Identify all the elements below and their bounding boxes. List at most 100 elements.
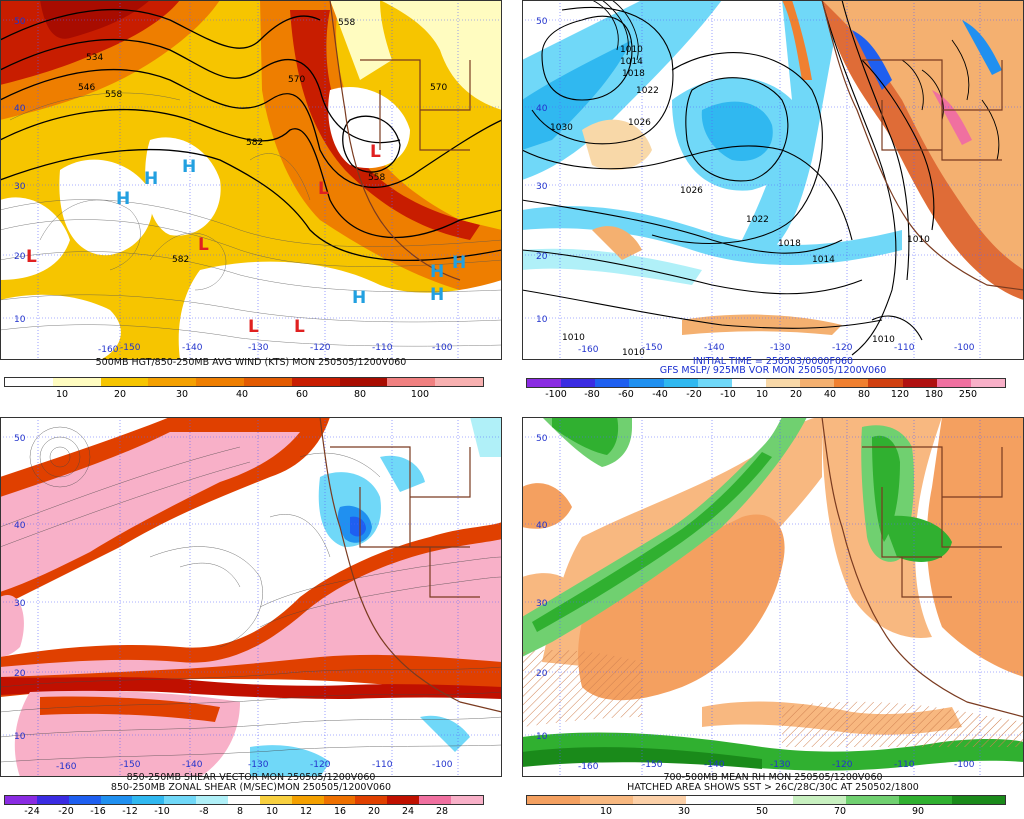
colorbar-swatch bbox=[902, 379, 937, 387]
lat-label: 20 bbox=[536, 252, 548, 262]
panel-500mb-height-wind: 534 546 558 570 582 558 570 558 582 H H … bbox=[0, 0, 502, 402]
colorbar-tick: 12 bbox=[299, 806, 313, 817]
high-center-label: H bbox=[452, 253, 466, 273]
colorbar-swatch bbox=[580, 796, 634, 804]
lon-label: -120 bbox=[310, 760, 331, 770]
lon-label: -140 bbox=[182, 343, 203, 353]
lat-label: 40 bbox=[14, 104, 26, 114]
lat-label: 30 bbox=[536, 182, 548, 192]
colorbar-swatch bbox=[100, 796, 133, 804]
lat-label: 30 bbox=[536, 599, 548, 609]
colorbar-tick: -80 bbox=[584, 389, 600, 400]
lon-label: -140 bbox=[704, 760, 725, 770]
lon-label: -150 bbox=[642, 343, 663, 353]
contour-label: 570 bbox=[288, 75, 305, 85]
colorbar-tick: -16 bbox=[90, 806, 106, 817]
isobar-label: 1010 bbox=[872, 335, 895, 345]
lon-label: -120 bbox=[832, 343, 853, 353]
colorbar bbox=[4, 795, 484, 805]
colorbar-tick: -10 bbox=[154, 806, 170, 817]
colorbar-swatch bbox=[792, 796, 846, 804]
colorbar-tick: -24 bbox=[24, 806, 40, 817]
colorbar-swatch bbox=[132, 796, 165, 804]
lat-label: 20 bbox=[14, 252, 26, 262]
colorbar-swatch bbox=[435, 378, 483, 386]
colorbar-tick: 10 bbox=[265, 806, 279, 817]
high-center-label: H bbox=[182, 157, 196, 177]
panel-caption: 700-500MB MEAN RH MON 250505/1200V060 bbox=[663, 772, 883, 783]
colorbar-tick: 40 bbox=[235, 389, 249, 400]
colorbar-tick: 20 bbox=[789, 389, 803, 400]
lon-label: -110 bbox=[372, 760, 393, 770]
isobar-label: 1014 bbox=[812, 255, 835, 265]
lon-label: -120 bbox=[832, 760, 853, 770]
lat-label: 30 bbox=[14, 599, 26, 609]
isobar-label: 1010 bbox=[622, 348, 645, 358]
contour-label: 582 bbox=[172, 255, 189, 265]
colorbar-swatch bbox=[845, 796, 899, 804]
colorbar-tick: 60 bbox=[295, 389, 309, 400]
colorbar-swatch bbox=[228, 796, 260, 804]
map-500mb-height-wind: 534 546 558 570 582 558 570 558 582 H H … bbox=[0, 0, 502, 360]
contour-label: 582 bbox=[246, 138, 263, 148]
low-center-label: L bbox=[294, 317, 305, 337]
colorbar-swatch bbox=[291, 378, 340, 386]
colorbar-swatch bbox=[164, 796, 197, 804]
colorbar bbox=[526, 795, 1006, 805]
lon-label: -130 bbox=[770, 343, 791, 353]
lon-label: -110 bbox=[372, 343, 393, 353]
lat-label: 50 bbox=[14, 434, 26, 444]
colorbar-swatch bbox=[739, 796, 793, 804]
lat-label: 10 bbox=[536, 315, 548, 325]
colorbar-swatch bbox=[196, 796, 229, 804]
panel-caption: GFS MSLP/ 925MB VOR MON 250505/1200V060 bbox=[659, 365, 887, 376]
map-zonal-shear: 50 40 30 20 10 -160 -150 -140 -130 -120 … bbox=[0, 417, 502, 777]
colorbar-swatch bbox=[323, 796, 356, 804]
colorbar-tick: 30 bbox=[175, 389, 189, 400]
colorbar-tick: 100 bbox=[410, 389, 430, 400]
lon-label: -100 bbox=[954, 760, 975, 770]
colorbar-swatch bbox=[629, 379, 664, 387]
lon-label: -100 bbox=[432, 343, 453, 353]
lon-label: -100 bbox=[954, 343, 975, 353]
colorbar-tick: -40 bbox=[652, 389, 668, 400]
colorbar-swatch bbox=[419, 796, 452, 804]
low-center-label: L bbox=[370, 142, 381, 162]
colorbar-swatch bbox=[731, 379, 766, 387]
colorbar-swatch bbox=[52, 378, 101, 386]
lat-label: 20 bbox=[536, 669, 548, 679]
colorbar-tick: -60 bbox=[618, 389, 634, 400]
colorbar-ticks: -100 -80 -60 -40 -20 -10 10 20 40 80 120… bbox=[526, 389, 1004, 401]
lon-label: -160 bbox=[578, 345, 599, 355]
contour-label: 558 bbox=[338, 18, 355, 28]
panel-zonal-shear: 50 40 30 20 10 -160 -150 -140 -130 -120 … bbox=[0, 417, 502, 819]
isobar-label: 1010 bbox=[907, 235, 930, 245]
lon-label: -110 bbox=[894, 760, 915, 770]
colorbar-swatch bbox=[196, 378, 244, 386]
colorbar-tick: 80 bbox=[857, 389, 871, 400]
colorbar-swatch bbox=[355, 796, 388, 804]
colorbar-swatch bbox=[259, 796, 292, 804]
colorbar-tick: 8 bbox=[236, 806, 244, 817]
colorbar-swatch bbox=[387, 378, 436, 386]
colorbar-tick: -100 bbox=[545, 389, 567, 400]
colorbar-ticks: 10 30 50 70 90 bbox=[526, 806, 1004, 818]
low-center-label: L bbox=[198, 235, 209, 255]
colorbar-swatch bbox=[663, 379, 698, 387]
lon-label: -130 bbox=[770, 760, 791, 770]
lat-label: 50 bbox=[14, 17, 26, 27]
contour-label: 534 bbox=[86, 53, 103, 63]
colorbar-tick: -20 bbox=[58, 806, 74, 817]
panel-mean-rh: 50 40 30 20 10 -160 -150 -140 -130 -120 … bbox=[522, 417, 1024, 819]
colorbar-ticks: 10 20 30 40 60 80 100 bbox=[4, 389, 482, 401]
colorbar-swatch bbox=[765, 379, 801, 387]
lat-label: 40 bbox=[536, 104, 548, 114]
colorbar-swatch bbox=[100, 378, 149, 386]
colorbar-swatch bbox=[339, 378, 388, 386]
colorbar-tick: 180 bbox=[924, 389, 944, 400]
colorbar-swatch bbox=[697, 379, 732, 387]
low-center-label: L bbox=[318, 179, 329, 199]
isobar-label: 1022 bbox=[746, 215, 769, 225]
colorbar-swatch bbox=[68, 796, 101, 804]
lon-label: -130 bbox=[248, 343, 269, 353]
